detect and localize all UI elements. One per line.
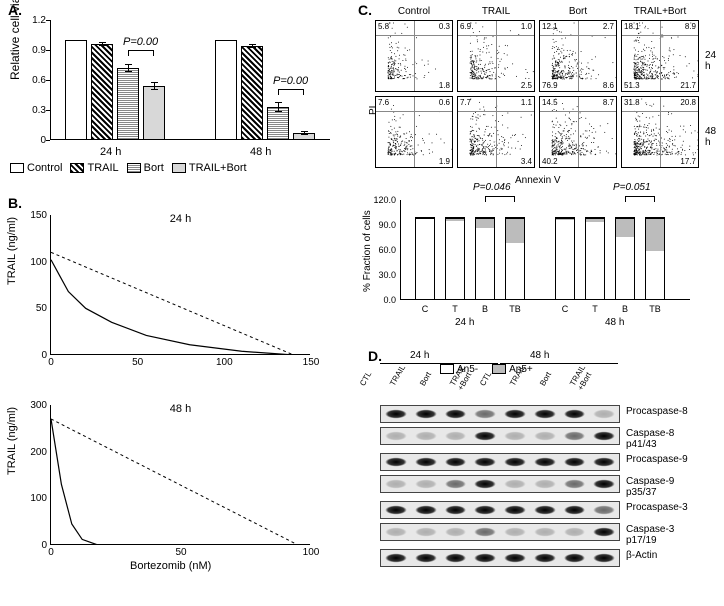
chart-c: % Fraction of cells 0.030.060.090.0120.0… — [400, 200, 690, 300]
bar — [215, 40, 237, 140]
panel-c: 5.80.31.86.91.02.512.12.776.98.618.18.95… — [360, 0, 720, 330]
stacked-bar — [645, 217, 665, 300]
p-value: P=0.00 — [123, 36, 158, 48]
wb-lane: CTL — [478, 370, 512, 398]
stacked-bar — [475, 217, 495, 300]
wb-row — [380, 405, 620, 423]
isobologram-24h: 24 h050100150050100150TRAIL (ng/ml) — [50, 215, 310, 355]
flow-col-header: TRAIL+Bort — [621, 6, 699, 17]
flow-col-header: Control — [375, 6, 453, 17]
panel-a: Relative cell viability 0 0.3 0.6 0.9 1.2 24 … — [10, 0, 350, 180]
stacked-bar — [555, 217, 575, 300]
wb-group: 24 h — [410, 350, 429, 361]
stacked-bar — [505, 217, 525, 300]
flow-grid: 5.80.31.86.91.02.512.12.776.98.618.18.95… — [375, 20, 699, 170]
panel-d: 24 h48 hCTLTRAILBortTRAIL +BortCTLTRAILB… — [370, 350, 720, 600]
chart-a-category: 48 h — [250, 146, 271, 158]
legend-item: TRAIL+Bort — [172, 162, 247, 174]
wb-row — [380, 549, 620, 567]
wb-row — [380, 475, 620, 493]
chart-a-ylabel: Relative cell viability — [8, 0, 22, 80]
wb-row — [380, 523, 620, 541]
wb-group: 48 h — [530, 350, 549, 361]
chart-a-ytick: 0.9 — [22, 45, 46, 56]
flow-plot: 7.71.13.4 — [457, 96, 535, 168]
wb-protein-label: Caspase-9 p35/37 — [626, 476, 674, 498]
flow-y-axis: PI — [368, 106, 379, 115]
bar — [65, 40, 87, 140]
flow-plot: 6.91.02.5 — [457, 20, 535, 92]
chart-a: Relative cell viability 00.30.60.91.224 … — [50, 20, 330, 140]
wb-lane: TRAIL +Bort — [568, 363, 605, 398]
flow-x-axis: Annexin V — [515, 175, 561, 186]
chart-a-category: 24 h — [100, 146, 121, 158]
stacked-bar — [445, 217, 465, 300]
isobologram-48h: 48 h0100200300050100TRAIL (ng/ml) — [50, 405, 310, 545]
flow-plot: 7.60.61.9 — [375, 96, 453, 168]
chart-a-ytick: 0.3 — [22, 105, 46, 116]
wb-lane: Bort — [538, 370, 571, 398]
bar — [143, 86, 165, 140]
flow-col-header: TRAIL — [457, 6, 535, 17]
flow-row-label: 48 h — [705, 126, 720, 148]
bar — [117, 68, 139, 140]
flow-plot: 31.820.817.7 — [621, 96, 699, 168]
chart-a-ytick: 0 — [22, 135, 46, 146]
wb-lane: Bort — [418, 370, 451, 398]
wb-protein-label: Caspase-8 p41/43 — [626, 428, 674, 450]
stacked-bar — [415, 217, 435, 300]
legend-item: Bort — [127, 162, 164, 174]
flow-plot: 12.12.776.98.6 — [539, 20, 617, 92]
panel-b: 24 h050100150050100150TRAIL (ng/ml) 48 h0… — [10, 195, 340, 595]
wb-row — [380, 501, 620, 519]
flow-plot: 18.18.951.321.7 — [621, 20, 699, 92]
panel-b-xlabel: Bortezomib (nM) — [130, 560, 211, 572]
wb-lane: CTL — [358, 370, 392, 398]
p-value: P=0.00 — [273, 75, 308, 87]
stacked-bar — [615, 217, 635, 300]
legend-item: TRAIL — [70, 162, 118, 174]
wb-protein-label: Procaspase-8 — [626, 406, 688, 417]
flow-plot: 5.80.31.8 — [375, 20, 453, 92]
wb-row — [380, 427, 620, 445]
wb-row — [380, 453, 620, 471]
wb-protein-label: Caspase-3 p17/19 — [626, 524, 674, 546]
bar — [241, 46, 263, 140]
chart-a-ytick: 1.2 — [22, 15, 46, 26]
flow-col-header: Bort — [539, 6, 617, 17]
wb-protein-label: β-Actin — [626, 550, 657, 561]
flow-row-label: 24 h — [705, 50, 720, 72]
stacked-bar — [585, 217, 605, 300]
legend-a: Control TRAIL Bort TRAIL+Bort — [10, 162, 247, 174]
wb-protein-label: Procaspase-9 — [626, 454, 688, 465]
chart-a-ytick: 0.6 — [22, 75, 46, 86]
flow-plot: 14.58.740.2 — [539, 96, 617, 168]
legend-item: Control — [10, 162, 62, 174]
bar — [91, 44, 113, 140]
wb-protein-label: Procaspase-3 — [626, 502, 688, 513]
